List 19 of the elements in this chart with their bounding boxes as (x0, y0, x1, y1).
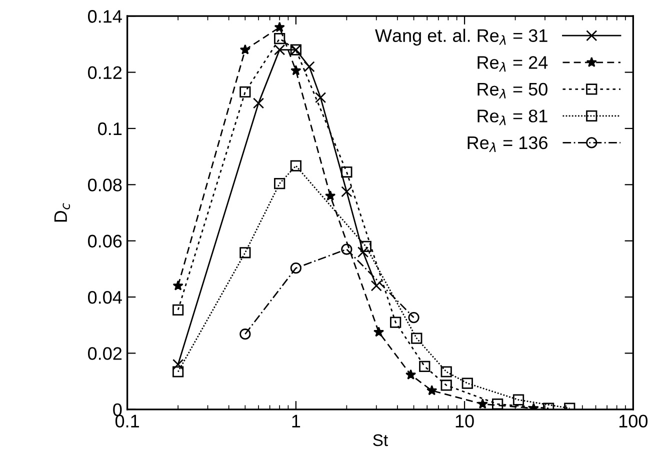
y-tick-label: 0.1 (98, 122, 122, 136)
y-tick-label: 0.04 (88, 290, 122, 304)
x-tick-label: 100 (619, 414, 648, 428)
legend-label: Re$_{λ}$ = 81 (478, 110, 548, 126)
y-tick-label: 0.08 (88, 178, 122, 192)
y-tick-label: 0.02 (88, 347, 122, 360)
y-tick-label: 0.12 (88, 66, 122, 80)
y-tick-label: 0.14 (88, 10, 122, 23)
y-axis-title: D$_{c}$ (54, 203, 70, 222)
legend-label: Re$_{λ}$ = 24 (478, 56, 548, 72)
legend-label: Re$_{λ}$ = 136 (468, 136, 548, 152)
legend-label: Re$_{λ}$ = 50 (478, 82, 548, 98)
y-tick-label: 0.06 (88, 234, 122, 248)
x-tick-label: 10 (456, 414, 474, 428)
legend-label: Wang et. al. Re$_{λ}$ = 31 (375, 28, 548, 46)
x-tick-label: 1 (292, 414, 300, 428)
x-axis-title: St (373, 434, 388, 446)
y-tick-label: 0 (113, 403, 122, 416)
x-tick-label: 0.1 (115, 414, 139, 428)
